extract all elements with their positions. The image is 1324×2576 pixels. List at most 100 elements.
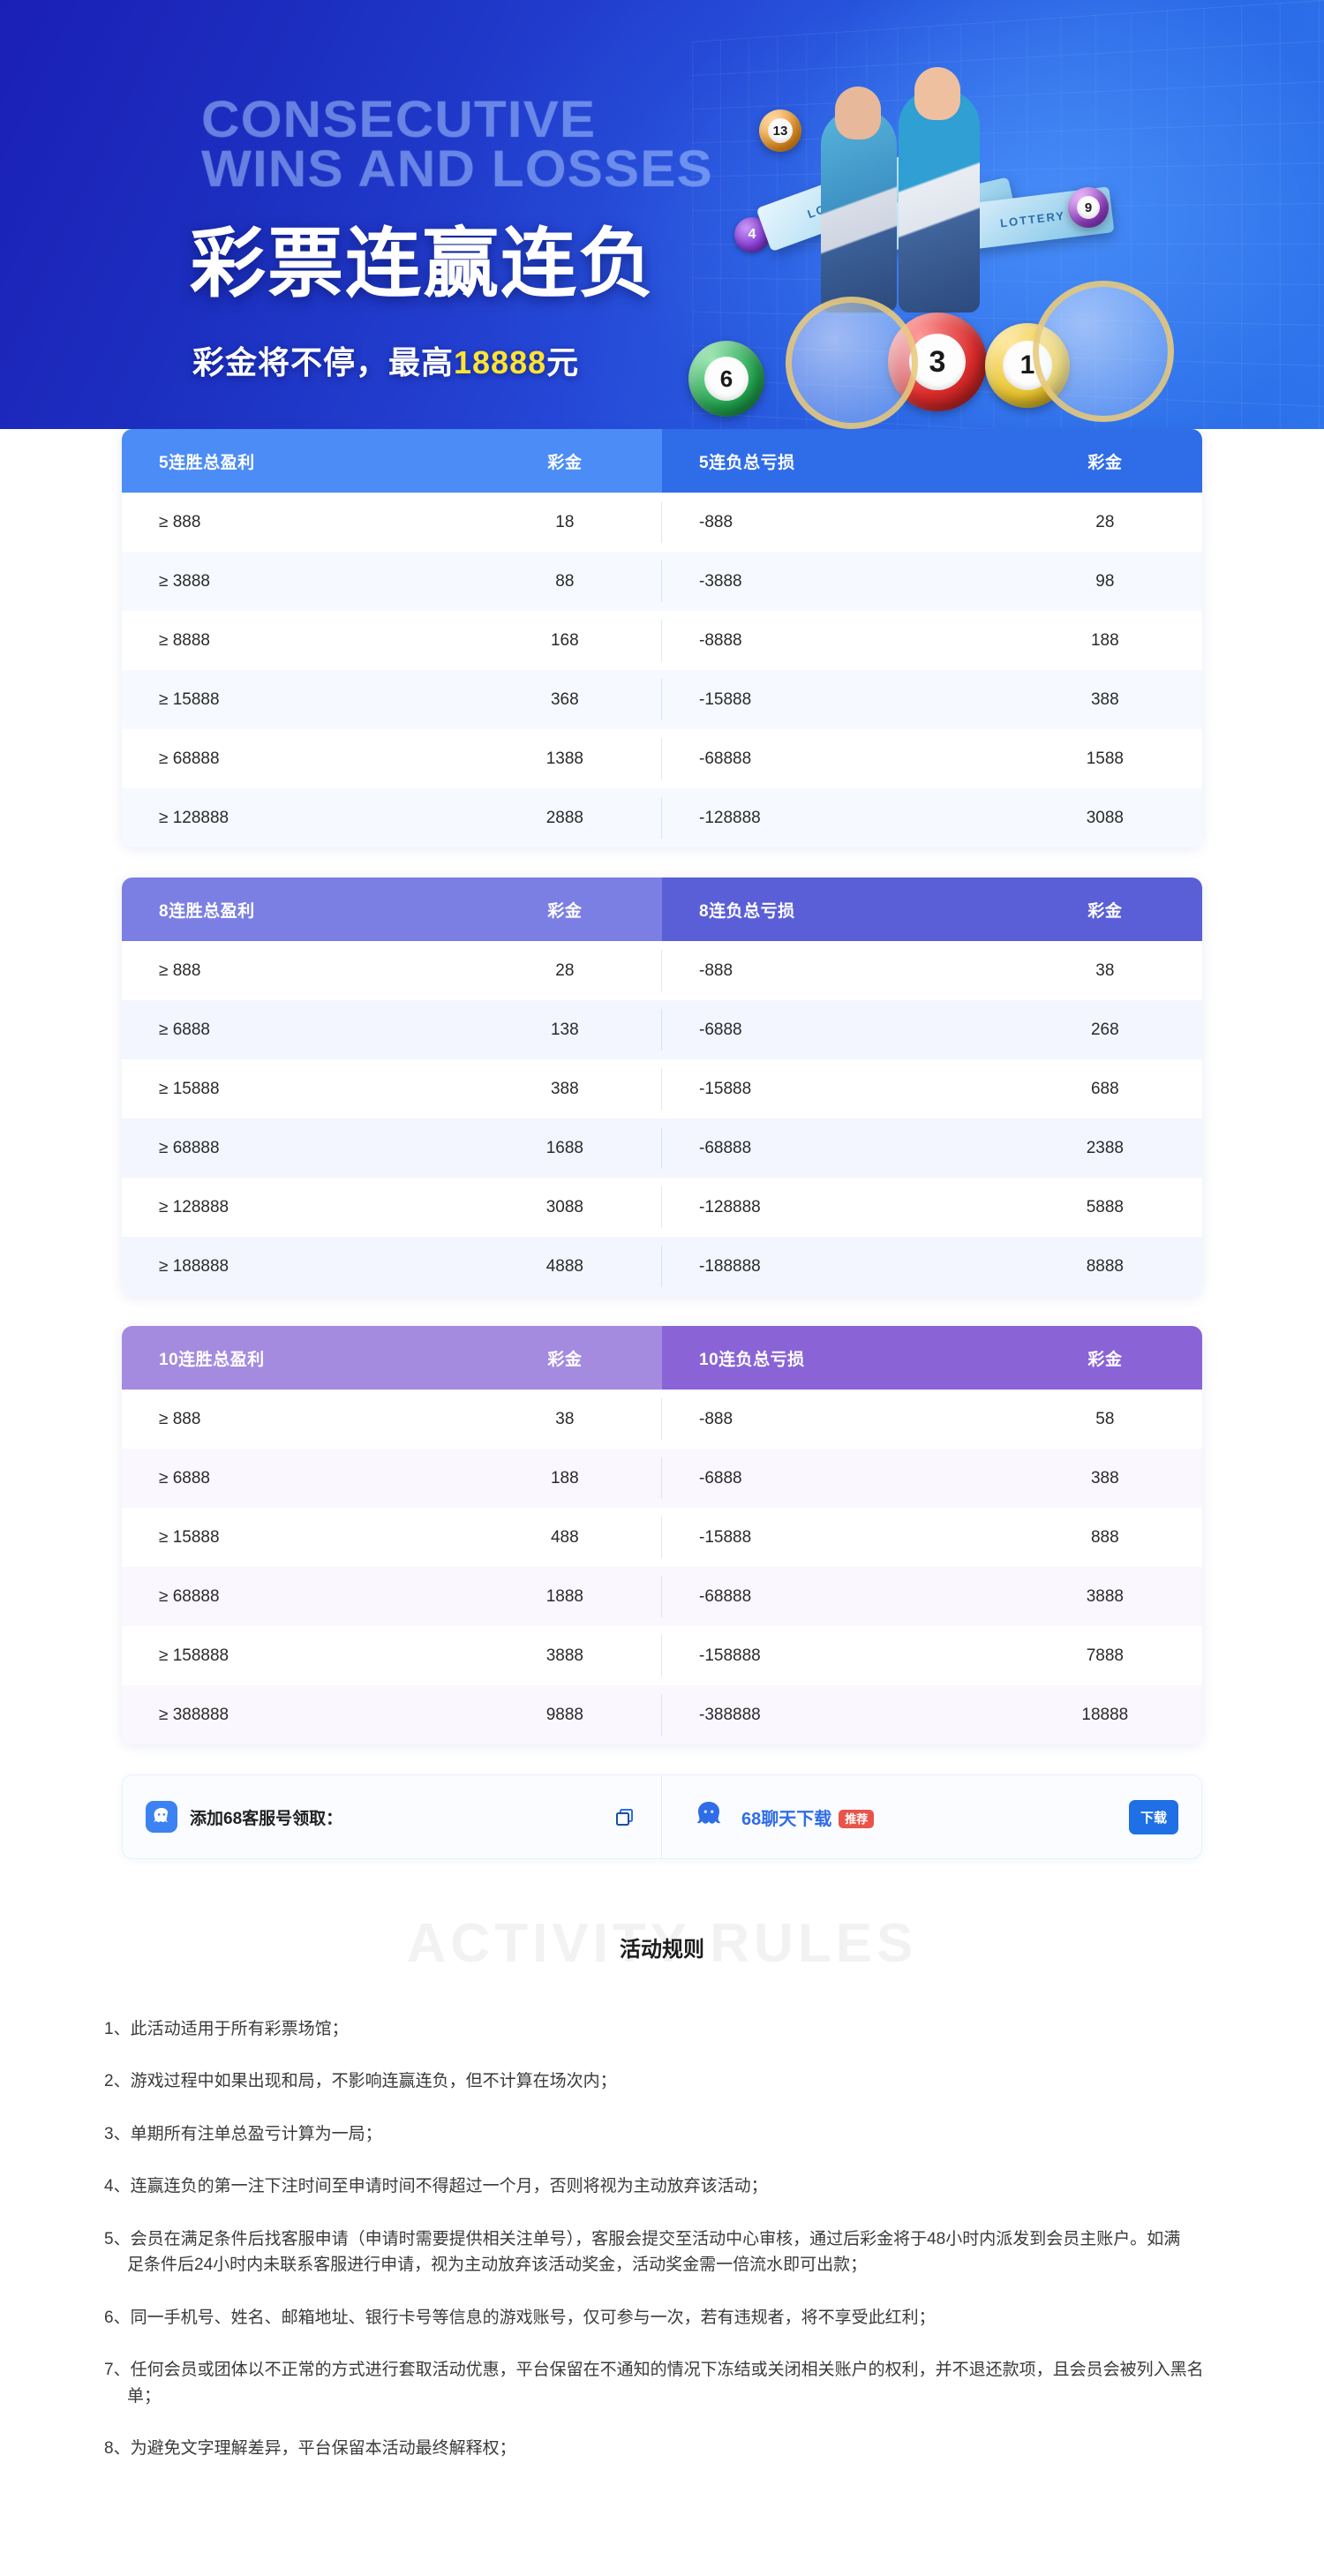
lottery-illustration: LOTTERY LOTTERY LOTTERY 13 9 6 3 1 — [653, 32, 1218, 491]
row-right: -68888 3888 — [662, 1567, 1202, 1626]
cell-loss: -158888 — [699, 1646, 761, 1665]
person-left-head — [835, 87, 881, 139]
prize-table-5: 5连胜总盈利 彩金 5连负总亏损 彩金 ≥ 888 18 -888 28 ≥ 388… — [122, 429, 1202, 847]
table-row: ≥ 15888 488 -15888 888 — [122, 1508, 1202, 1567]
cell-profit: ≥ 15888 — [159, 689, 220, 709]
cell-bonus: 1688 — [545, 1138, 583, 1157]
table-row: ≥ 6888 138 -6888 268 — [122, 1000, 1202, 1059]
cell-bonus: 2388 — [1086, 1138, 1124, 1157]
lottery-ball-9: 9 — [1068, 187, 1109, 228]
cell-loss: -68888 — [699, 1138, 752, 1157]
download-block[interactable]: 68聊天下载 推荐 下载 — [662, 1775, 1201, 1858]
cell-bonus: 188 — [550, 1468, 579, 1488]
rule-text: 6、同一手机号、姓名、邮箱地址、银行卡号等信息的游戏账号，仅可参与一次，若有违规… — [104, 2308, 936, 2327]
row-left: ≥ 68888 1688 — [122, 1119, 662, 1178]
row-right: -15888 888 — [662, 1508, 1202, 1567]
cell-bonus: 8888 — [1086, 1256, 1124, 1276]
row-left: ≥ 8888 168 — [122, 611, 662, 670]
cell-profit: ≥ 15888 — [159, 1527, 220, 1547]
cell-loss: -188888 — [699, 1256, 761, 1276]
cell-bonus: 98 — [1095, 571, 1115, 591]
page-title: 彩票连赢连负 — [190, 222, 656, 306]
rules-title: 活动规则 — [620, 1938, 704, 1962]
row-left: ≥ 888 28 — [122, 941, 662, 1000]
cell-bonus: 2888 — [545, 808, 583, 827]
cell-bonus: 168 — [550, 630, 579, 650]
row-right: -128888 3088 — [662, 788, 1202, 847]
table-row: ≥ 128888 2888 -128888 3088 — [122, 788, 1202, 847]
cell-bonus: 1888 — [545, 1586, 583, 1606]
rule-text-continued: 足条件后24小时内未联系客服进行申请，视为主动放弃该活动奖金，活动奖金需一倍流水… — [127, 2256, 868, 2275]
row-left: ≥ 15888 388 — [122, 1059, 662, 1119]
hero-subtitle-amount: 18888 — [454, 344, 547, 380]
rule-item: 2、游戏过程中如果出现和局，不影响连赢连负，但不计算在场次内； — [104, 2068, 1220, 2094]
column-header-bonus: 彩金 — [1087, 901, 1123, 921]
prize-table-8: 8连胜总盈利 彩金 8连负总亏损 彩金 ≥ 888 28 -888 38 ≥ 688… — [122, 877, 1202, 1296]
cell-loss: -388888 — [699, 1705, 761, 1724]
table-header-left: 5连胜总盈利 彩金 — [122, 429, 662, 493]
rule-text: 8、为避免文字理解差异，平台保留本活动最终解释权； — [104, 2438, 516, 2458]
octopus-icon — [688, 1796, 729, 1837]
cell-loss: -68888 — [699, 749, 752, 768]
row-right: -3888 98 — [662, 552, 1202, 611]
cell-bonus: 3888 — [1086, 1586, 1124, 1606]
row-right: -6888 388 — [662, 1449, 1202, 1508]
rule-text: 4、连赢连负的第一注下注时间至申请时间不得超过一个月，否则将视为主动放弃该活动； — [104, 2177, 768, 2196]
table-row: ≥ 68888 1388 -68888 1588 — [122, 729, 1202, 788]
row-right: -68888 1588 — [662, 729, 1202, 788]
cell-bonus: 268 — [1090, 1020, 1119, 1039]
table-header-row: 8连胜总盈利 彩金 8连负总亏损 彩金 — [122, 877, 1202, 941]
table-header-row: 5连胜总盈利 彩金 5连负总亏损 彩金 — [122, 429, 1202, 493]
row-left: ≥ 128888 3088 — [122, 1178, 662, 1237]
row-right: -388888 18888 — [662, 1685, 1202, 1744]
copy-icon[interactable] — [613, 1805, 636, 1828]
table-row: ≥ 8888 168 -8888 188 — [122, 611, 1202, 670]
cell-profit: ≥ 15888 — [159, 1079, 220, 1098]
cell-bonus: 1388 — [545, 749, 583, 768]
cell-loss: -15888 — [699, 1527, 752, 1547]
recommended-badge: 推荐 — [839, 1809, 875, 1828]
cell-bonus: 18888 — [1081, 1705, 1129, 1724]
download-button[interactable]: 下载 — [1128, 1799, 1178, 1834]
table-row: ≥ 68888 1888 -68888 3888 — [122, 1567, 1202, 1626]
cell-loss: -6888 — [699, 1468, 742, 1488]
table-header-left: 10连胜总盈利 彩金 — [122, 1326, 662, 1390]
cell-bonus: 388 — [550, 1079, 579, 1098]
cell-loss: -6888 — [699, 1020, 742, 1039]
cell-bonus: 3088 — [545, 1197, 583, 1216]
column-header-profit: 10连胜总盈利 — [159, 1350, 265, 1369]
column-header-bonus: 彩金 — [1087, 453, 1123, 472]
customer-service-label: 添加68客服号领取： — [190, 1809, 343, 1828]
cell-loss: -15888 — [699, 1079, 752, 1098]
rule-item: 1、此活动适用于所有彩票场馆； — [104, 2016, 1220, 2042]
cell-profit: ≥ 68888 — [159, 1138, 220, 1157]
cell-bonus: 388 — [1090, 689, 1119, 709]
lottery-ball-13: 13 — [759, 109, 801, 152]
row-right: -888 58 — [662, 1390, 1202, 1449]
column-header-loss: 10连负总亏损 — [699, 1350, 805, 1369]
cell-bonus: 7888 — [1086, 1646, 1124, 1665]
person-left — [821, 109, 897, 313]
cell-loss: -3888 — [699, 571, 742, 591]
cell-loss: -888 — [699, 512, 733, 531]
column-header-bonus: 彩金 — [547, 1350, 583, 1369]
cell-bonus: 4888 — [545, 1256, 583, 1276]
row-right: -128888 5888 — [662, 1178, 1202, 1237]
row-right: -68888 2388 — [662, 1119, 1202, 1178]
cell-profit: ≥ 68888 — [159, 1586, 220, 1606]
row-right: -188888 8888 — [662, 1237, 1202, 1296]
rules-ghost-title: ACTIVITY RULES — [406, 1913, 918, 1974]
row-left: ≥ 6888 138 — [122, 1000, 662, 1059]
row-left: ≥ 388888 9888 — [122, 1685, 662, 1744]
cell-bonus: 28 — [555, 960, 575, 980]
column-header-bonus: 彩金 — [547, 453, 583, 472]
rules-list: 1、此活动适用于所有彩票场馆； 2、游戏过程中如果出现和局，不影响连赢连负，但不… — [0, 1990, 1324, 2541]
cell-loss: -68888 — [699, 1586, 752, 1606]
cell-bonus: 3088 — [1086, 808, 1124, 827]
column-header-bonus: 彩金 — [547, 901, 583, 921]
cell-loss: -8888 — [699, 630, 742, 650]
cell-bonus: 368 — [550, 689, 579, 709]
customer-service-block[interactable]: 添加68客服号领取： — [123, 1775, 662, 1858]
table-row: ≥ 158888 3888 -158888 7888 — [122, 1626, 1202, 1685]
table-header-row: 10连胜总盈利 彩金 10连负总亏损 彩金 — [122, 1326, 1202, 1390]
